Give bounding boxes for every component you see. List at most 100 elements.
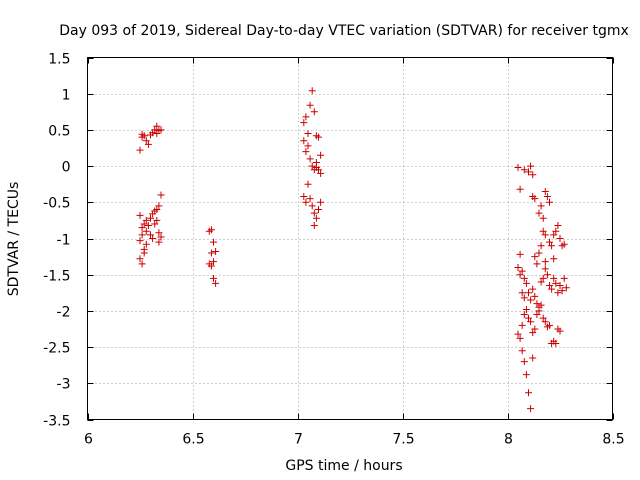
data-point bbox=[546, 238, 553, 246]
data-point bbox=[525, 389, 532, 397]
data-point bbox=[308, 87, 316, 95]
data-point bbox=[153, 122, 161, 130]
y-tick-label: -2.5 bbox=[43, 341, 70, 357]
data-point bbox=[304, 142, 312, 150]
data-point bbox=[304, 180, 312, 188]
data-point bbox=[518, 267, 526, 275]
data-point bbox=[514, 330, 522, 338]
data-points bbox=[136, 87, 570, 413]
data-point bbox=[546, 321, 553, 329]
data-point bbox=[516, 185, 524, 193]
data-point bbox=[522, 279, 530, 287]
x-tick-label: 8 bbox=[504, 432, 513, 448]
data-point bbox=[302, 198, 310, 206]
data-point bbox=[533, 311, 541, 319]
data-point bbox=[151, 126, 159, 134]
data-point bbox=[310, 108, 318, 116]
data-point bbox=[140, 245, 148, 253]
data-point bbox=[317, 151, 325, 159]
data-point bbox=[543, 271, 551, 279]
data-point bbox=[516, 250, 524, 258]
y-tick-label: 0.5 bbox=[48, 124, 70, 140]
data-point bbox=[142, 227, 150, 235]
data-point bbox=[529, 285, 537, 293]
data-point bbox=[308, 162, 316, 170]
data-point bbox=[525, 314, 532, 322]
data-point bbox=[527, 405, 535, 413]
data-point bbox=[535, 209, 543, 217]
data-point bbox=[514, 263, 522, 271]
data-point bbox=[153, 130, 161, 138]
data-point bbox=[527, 318, 535, 326]
data-point bbox=[207, 262, 215, 270]
data-point bbox=[514, 164, 522, 172]
data-point bbox=[541, 187, 549, 195]
data-point bbox=[306, 195, 314, 203]
data-point bbox=[149, 235, 157, 242]
data-point bbox=[144, 140, 152, 148]
data-point bbox=[556, 282, 564, 290]
data-point bbox=[533, 260, 541, 268]
data-point bbox=[518, 321, 526, 329]
data-point bbox=[560, 240, 568, 248]
data-point bbox=[142, 137, 150, 145]
data-point bbox=[546, 198, 553, 206]
data-point bbox=[531, 292, 539, 300]
data-point bbox=[556, 327, 564, 335]
data-point bbox=[560, 274, 568, 282]
y-tick-label: -1.5 bbox=[43, 269, 70, 285]
data-point bbox=[312, 214, 320, 222]
data-point bbox=[144, 221, 152, 229]
chart-title: Day 093 of 2019, Sidereal Day-to-day VTE… bbox=[59, 23, 629, 39]
data-point bbox=[550, 255, 558, 263]
data-point bbox=[312, 158, 320, 166]
data-point bbox=[138, 231, 146, 239]
data-point bbox=[539, 274, 547, 282]
data-point bbox=[142, 240, 150, 248]
data-point bbox=[304, 130, 312, 138]
data-point bbox=[562, 284, 570, 292]
data-point bbox=[315, 133, 322, 141]
data-point bbox=[541, 318, 549, 326]
data-point bbox=[147, 214, 154, 222]
data-point bbox=[529, 329, 537, 337]
data-point bbox=[140, 132, 148, 140]
data-point bbox=[210, 238, 217, 246]
data-point bbox=[147, 231, 154, 239]
data-point bbox=[527, 162, 535, 170]
data-point bbox=[212, 279, 220, 287]
data-point bbox=[520, 274, 528, 282]
data-point bbox=[302, 148, 310, 156]
data-point bbox=[543, 193, 551, 201]
data-point bbox=[157, 233, 165, 241]
data-point bbox=[537, 242, 545, 250]
y-tick-label: -3.5 bbox=[43, 414, 70, 430]
data-point bbox=[310, 221, 318, 229]
data-point bbox=[518, 289, 526, 297]
data-point bbox=[140, 220, 148, 228]
data-point bbox=[550, 231, 558, 239]
data-point bbox=[518, 347, 526, 355]
data-point bbox=[527, 296, 535, 304]
data-point bbox=[552, 227, 560, 235]
data-point bbox=[548, 285, 556, 293]
data-point bbox=[558, 287, 566, 295]
data-point bbox=[306, 101, 314, 109]
data-point bbox=[546, 282, 553, 290]
data-point bbox=[317, 198, 325, 206]
y-tick-label: 1 bbox=[62, 88, 71, 104]
x-tick-label: 8.5 bbox=[602, 432, 624, 448]
data-point bbox=[157, 126, 165, 134]
y-axis: -3.5 -3 -2.5 -2 -1.5 -1 -0.5 0 0.5 1 1.5 bbox=[43, 52, 613, 430]
data-point bbox=[138, 224, 146, 232]
data-point bbox=[136, 237, 144, 245]
data-point bbox=[155, 229, 163, 237]
grid bbox=[87, 57, 613, 420]
data-point bbox=[300, 193, 308, 201]
data-point bbox=[153, 206, 161, 214]
data-point bbox=[541, 265, 549, 273]
data-point bbox=[520, 166, 528, 174]
data-point bbox=[552, 339, 560, 347]
data-point bbox=[136, 211, 144, 219]
